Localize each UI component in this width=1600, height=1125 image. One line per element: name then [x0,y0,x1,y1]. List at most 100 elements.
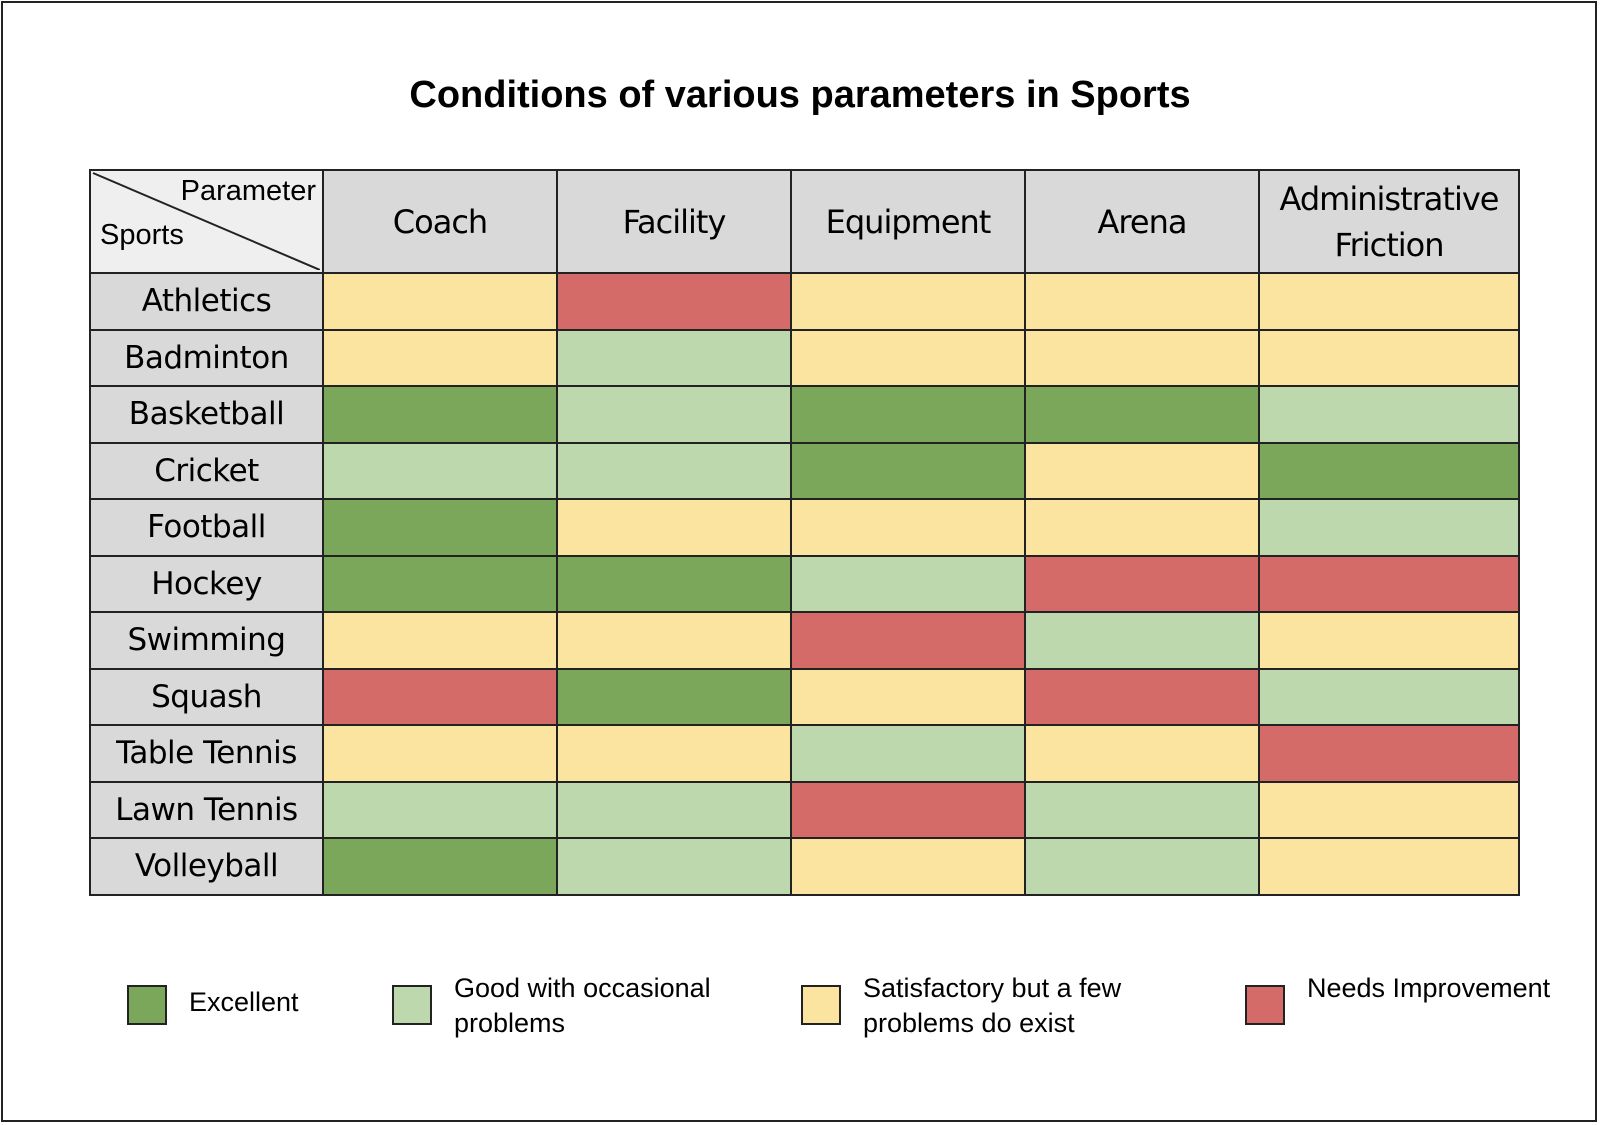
heatmap-cell [1024,272,1260,331]
heatmap-cell [1258,780,1520,839]
heatmap-cell [1258,837,1520,896]
legend-swatch [392,985,432,1025]
heatmap-cell [1258,272,1520,331]
table-row: Badminton [89,328,1520,387]
legend-label: Needs Improvement [1307,973,1551,1003]
column-header: Administrative Friction [1258,169,1520,274]
heatmap-cell [322,441,558,500]
heatmap-cell [790,837,1026,896]
heatmap-cell [790,611,1026,670]
heatmap-cell [556,272,792,331]
heatmap-cell [322,667,558,726]
row-header: Lawn Tennis [89,780,324,839]
heatmap-cell [1258,441,1520,500]
row-header: Swimming [89,611,324,670]
legend-swatch [801,985,841,1025]
heatmap-cell [556,441,792,500]
heatmap-cell [556,780,792,839]
heatmap-cell [556,724,792,783]
heatmap-cell [1024,385,1260,444]
corner-header: Parameter Sports [89,169,324,274]
heatmap-cell [1258,385,1520,444]
row-header: Cricket [89,441,324,500]
heatmap-cell [322,554,558,613]
row-header: Badminton [89,328,324,387]
heatmap-cell [556,498,792,557]
heatmap-cell [1024,667,1260,726]
heatmap-cell [790,441,1026,500]
heatmap-cell [322,837,558,896]
heatmap-cell [322,611,558,670]
heatmap-cell [322,780,558,839]
diagonal-divider [92,172,320,270]
row-header: Football [89,498,324,557]
table-row: Basketball [89,385,1520,444]
table-row: Squash [89,667,1520,726]
heatmap-cell [790,272,1026,331]
heatmap-cell [790,498,1026,557]
column-header: Coach [322,169,558,274]
heatmap-cell [1024,328,1260,387]
heatmap-cell [1024,554,1260,613]
legend-label: Satisfactory but a few problems do exist [863,973,1122,1038]
chart-title: Conditions of various parameters in Spor… [409,74,1191,116]
heatmap-cell [790,385,1026,444]
heatmap-cell [1258,554,1520,613]
row-header: Squash [89,667,324,726]
heatmap-cell [322,328,558,387]
heatmap-cell [1024,611,1260,670]
legend-item: Satisfactory but a few problems do exist [801,973,1163,1041]
heatmap-cell [556,837,792,896]
heatmap-cell [1024,498,1260,557]
heatmap-cell [1024,780,1260,839]
table-row: Table Tennis [89,724,1520,783]
row-header: Hockey [89,554,324,613]
heatmap-cell [790,328,1026,387]
table-row: Cricket [89,441,1520,500]
heatmap-cell [556,554,792,613]
table-row: Athletics [89,272,1520,331]
column-header: Arena [1024,169,1260,274]
heatmap-cell [1258,611,1520,670]
row-axis-label: Sports [100,219,184,251]
column-header: Facility [556,169,792,274]
legend-item: Excellent [127,985,349,1025]
table-row: Lawn Tennis [89,780,1520,839]
heatmap-cell [790,724,1026,783]
heatmap-table: Parameter Sports Coach Facility Equipment A… [89,169,1520,896]
heatmap-cell [556,611,792,670]
table-row: Hockey [89,554,1520,613]
heatmap-cell [322,724,558,783]
heatmap-cell [1024,724,1260,783]
heatmap-cell [790,780,1026,839]
row-header: Volleyball [89,837,324,896]
legend-item: Needs Improvement [1245,973,1567,1025]
table-row: Football [89,498,1520,557]
heatmap-cell [790,667,1026,726]
row-header: Athletics [89,272,324,331]
row-header: Table Tennis [89,724,324,783]
legend-item: Good with occasional problems [392,973,754,1041]
table-row: Swimming [89,611,1520,670]
heatmap-cell [322,385,558,444]
heatmap-cell [1258,328,1520,387]
heatmap-cell [1258,724,1520,783]
heatmap-cell [556,667,792,726]
heatmap-cell [790,554,1026,613]
row-header: Basketball [89,385,324,444]
legend-swatch [1245,985,1285,1025]
legend-label: Good with occasional problems [454,973,711,1038]
heatmap-cell [1258,498,1520,557]
legend-label: Excellent [189,987,299,1017]
heatmap-cell [322,498,558,557]
legend-swatch [127,985,167,1025]
column-axis-label: Parameter [180,175,316,207]
table-row: Volleyball [89,837,1520,896]
heatmap-cell [322,272,558,331]
heatmap-cell [556,385,792,444]
heatmap-cell [556,328,792,387]
heatmap-cell [1024,837,1260,896]
column-header: Equipment [790,169,1026,274]
heatmap-cell [1024,441,1260,500]
